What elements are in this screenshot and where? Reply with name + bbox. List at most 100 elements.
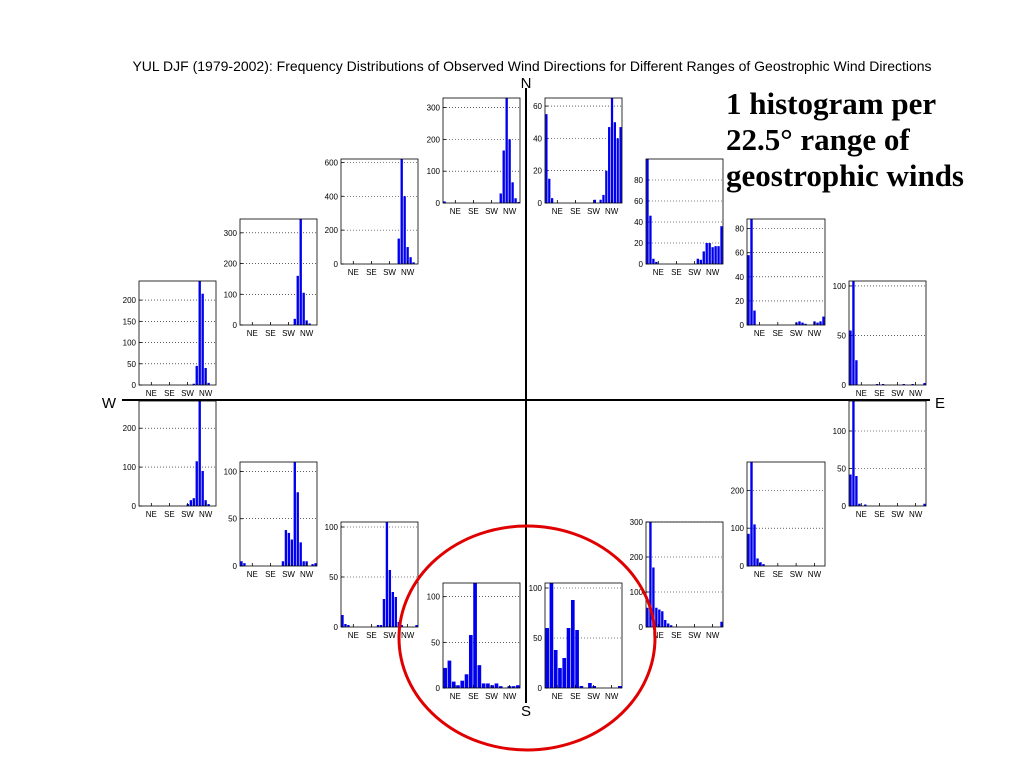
bar (613, 122, 616, 203)
bar (511, 182, 514, 203)
y-tick-label: 300 (427, 104, 441, 113)
bar (240, 561, 243, 566)
bar (311, 564, 314, 566)
y-tick-label: 0 (740, 562, 745, 571)
y-tick-label: 100 (427, 593, 441, 602)
bar (460, 680, 465, 688)
bar (545, 628, 549, 688)
bar (341, 615, 344, 627)
bar (570, 600, 575, 688)
bar (849, 474, 852, 506)
y-tick-label: 100 (224, 467, 238, 476)
x-tick-label: SE (874, 389, 885, 398)
bar (667, 623, 670, 627)
bar (548, 178, 551, 203)
bar (558, 668, 562, 688)
x-tick-label: NE (247, 329, 258, 338)
y-tick-label: 50 (127, 360, 136, 369)
x-tick-label: SE (772, 329, 783, 338)
x-tick-label: NE (450, 692, 461, 701)
x-tick-label: NE (450, 207, 461, 216)
bar (468, 635, 473, 688)
bar (201, 471, 204, 506)
x-tick-label: SE (468, 207, 479, 216)
panel-nnw: 0 100 200 300 NE SE SW NW (427, 97, 521, 216)
x-tick-label: SW (485, 207, 498, 216)
bar (505, 98, 508, 203)
bar (314, 563, 317, 566)
panel-frame (645, 158, 724, 265)
y-tick-label: 20 (533, 167, 542, 176)
y-tick-label: 100 (630, 588, 644, 597)
y-tick-label: 0 (132, 502, 137, 511)
bar (409, 257, 412, 264)
bar (498, 686, 503, 688)
annotation-line-1: 1 histogram per (726, 86, 937, 121)
panel-e-lower: 0 50 100 NE SE SW NW (833, 400, 927, 519)
y-tick-label: 100 (529, 584, 543, 593)
x-tick-label: SW (587, 207, 600, 216)
x-tick-label: NW (706, 631, 720, 640)
bar (443, 667, 447, 688)
bar (750, 462, 753, 566)
bar (708, 243, 711, 264)
bar (502, 150, 505, 203)
y-tick-label: 50 (431, 638, 440, 647)
x-tick-label: NE (856, 389, 867, 398)
bar (447, 660, 452, 688)
x-tick-label: NE (754, 570, 765, 579)
x-tick-label: NE (754, 329, 765, 338)
x-tick-label: SE (671, 631, 682, 640)
y-tick-label: 50 (533, 634, 542, 643)
panel-ene: 0 20 40 60 80 NE SE SW NW (735, 218, 826, 338)
panel-frame (645, 521, 724, 628)
x-tick-label: SW (587, 692, 600, 701)
bar (750, 219, 753, 325)
bar (296, 275, 299, 325)
bar (747, 255, 750, 325)
bar (308, 323, 311, 325)
panel-w-upper: 0 50 100 150 200 NE SE SW NW (123, 280, 217, 398)
x-tick-label: SE (366, 631, 377, 640)
y-tick-label: 40 (533, 134, 542, 143)
y-tick-label: 0 (740, 321, 745, 330)
bar (290, 539, 294, 566)
x-tick-label: SE (468, 692, 479, 701)
bar (875, 384, 879, 385)
y-tick-label: 200 (123, 424, 137, 433)
x-tick-label: SW (688, 631, 701, 640)
bar (195, 365, 198, 385)
x-tick-label: SE (164, 389, 175, 398)
y-tick-label: 100 (325, 523, 339, 532)
x-tick-label: SE (164, 510, 175, 519)
x-tick-label: NW (808, 329, 822, 338)
y-tick-label: 40 (634, 218, 643, 227)
bar (881, 384, 885, 385)
x-tick-label: NW (300, 329, 314, 338)
north-label: N (521, 75, 532, 92)
bar (661, 611, 664, 627)
bar (822, 316, 825, 325)
y-tick-label: 50 (228, 515, 237, 524)
x-tick-label: NW (199, 510, 213, 519)
bar (198, 281, 201, 385)
panel-frame (340, 158, 419, 265)
y-tick-label: 200 (325, 226, 339, 235)
y-tick-label: 0 (842, 502, 847, 511)
bar (412, 262, 415, 264)
bar (195, 461, 198, 506)
x-tick-label: SE (265, 570, 276, 579)
y-tick-label: 0 (436, 684, 441, 693)
bar (545, 114, 548, 203)
bar (464, 674, 469, 688)
bar (388, 570, 392, 627)
y-tick-label: 100 (123, 339, 137, 348)
bar (819, 321, 822, 325)
west-label: W (102, 395, 117, 412)
bar (293, 462, 296, 566)
bar (204, 368, 207, 385)
bar (385, 522, 389, 627)
x-tick-label: SE (772, 570, 783, 579)
bar (855, 476, 858, 506)
